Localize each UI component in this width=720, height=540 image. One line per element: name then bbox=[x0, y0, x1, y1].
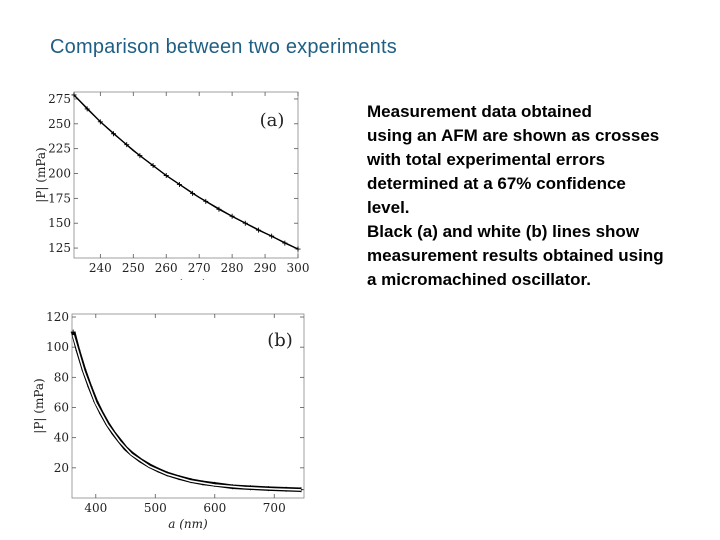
x-tick-label: 300 bbox=[287, 261, 310, 275]
x-axis-label: a (nm) bbox=[166, 277, 206, 280]
x-tick-label: 500 bbox=[144, 501, 167, 515]
y-tick-label: 125 bbox=[48, 241, 71, 255]
caption-line: Measurement data obtained bbox=[367, 102, 592, 121]
y-axis-label: |P| (mPa) bbox=[32, 378, 46, 433]
caption-line: Black (a) and white (b) lines show bbox=[367, 222, 640, 241]
chart-a: 240 250 260 270 280 290 300 125 150 175 200 225 250 2… bbox=[34, 91, 310, 280]
x-tick-label: 290 bbox=[254, 261, 277, 275]
caption-line: with total experimental errors bbox=[367, 150, 606, 169]
y-tick-label: 120 bbox=[46, 310, 69, 324]
y-axis-label: |P| (mPa) bbox=[34, 147, 48, 202]
plot-frame bbox=[73, 91, 299, 259]
y-tick-label: 175 bbox=[48, 191, 71, 205]
afm-cross-marker bbox=[71, 92, 77, 98]
x-tick-label: 270 bbox=[188, 261, 211, 275]
x-tick-label: 400 bbox=[84, 501, 107, 515]
caption-line: level. bbox=[367, 198, 410, 217]
y-tick-label: 275 bbox=[48, 92, 71, 106]
x-tick-label: 250 bbox=[122, 261, 145, 275]
y-tick-label: 20 bbox=[54, 461, 69, 475]
caption-line: determined at a 67% confidence bbox=[367, 174, 626, 193]
x-tick-label: 260 bbox=[155, 261, 178, 275]
caption-line: a micromachined oscillator. bbox=[367, 270, 591, 289]
oscillator-line bbox=[73, 94, 299, 250]
y-tick-label: 80 bbox=[54, 370, 69, 384]
x-axis-label: a (nm) bbox=[168, 517, 208, 531]
y-tick-label: 150 bbox=[48, 216, 71, 230]
caption-line: using an AFM are shown as crosses bbox=[367, 126, 660, 145]
y-tick-label: 40 bbox=[54, 431, 69, 445]
caption-line: measurement results obtained using bbox=[367, 246, 664, 265]
caption-text: Measurement data obtained using an AFM a… bbox=[367, 100, 717, 292]
y-tick-label: 250 bbox=[48, 117, 71, 131]
y-tick-label: 100 bbox=[46, 340, 69, 354]
x-tick-label: 700 bbox=[263, 501, 286, 515]
afm-cross-marker bbox=[70, 329, 76, 335]
plot-frame bbox=[71, 313, 305, 499]
panel-label: (b) bbox=[267, 330, 293, 351]
panel-label: (a) bbox=[260, 110, 285, 131]
oscillator-line bbox=[72, 334, 302, 491]
x-tick-label: 600 bbox=[203, 501, 226, 515]
x-tick-label: 280 bbox=[221, 261, 244, 275]
slide-title: Comparison between two experiments bbox=[50, 36, 397, 58]
y-tick-label: 200 bbox=[48, 167, 71, 181]
x-tick-label: 240 bbox=[89, 261, 112, 275]
measured-trend bbox=[71, 331, 302, 492]
y-tick-label: 225 bbox=[48, 142, 71, 156]
y-tick-label: 60 bbox=[54, 401, 69, 415]
chart-b: 400 500 600 700 20 40 60 80 100 120 a (nm) |P| (mPa… bbox=[32, 310, 305, 531]
